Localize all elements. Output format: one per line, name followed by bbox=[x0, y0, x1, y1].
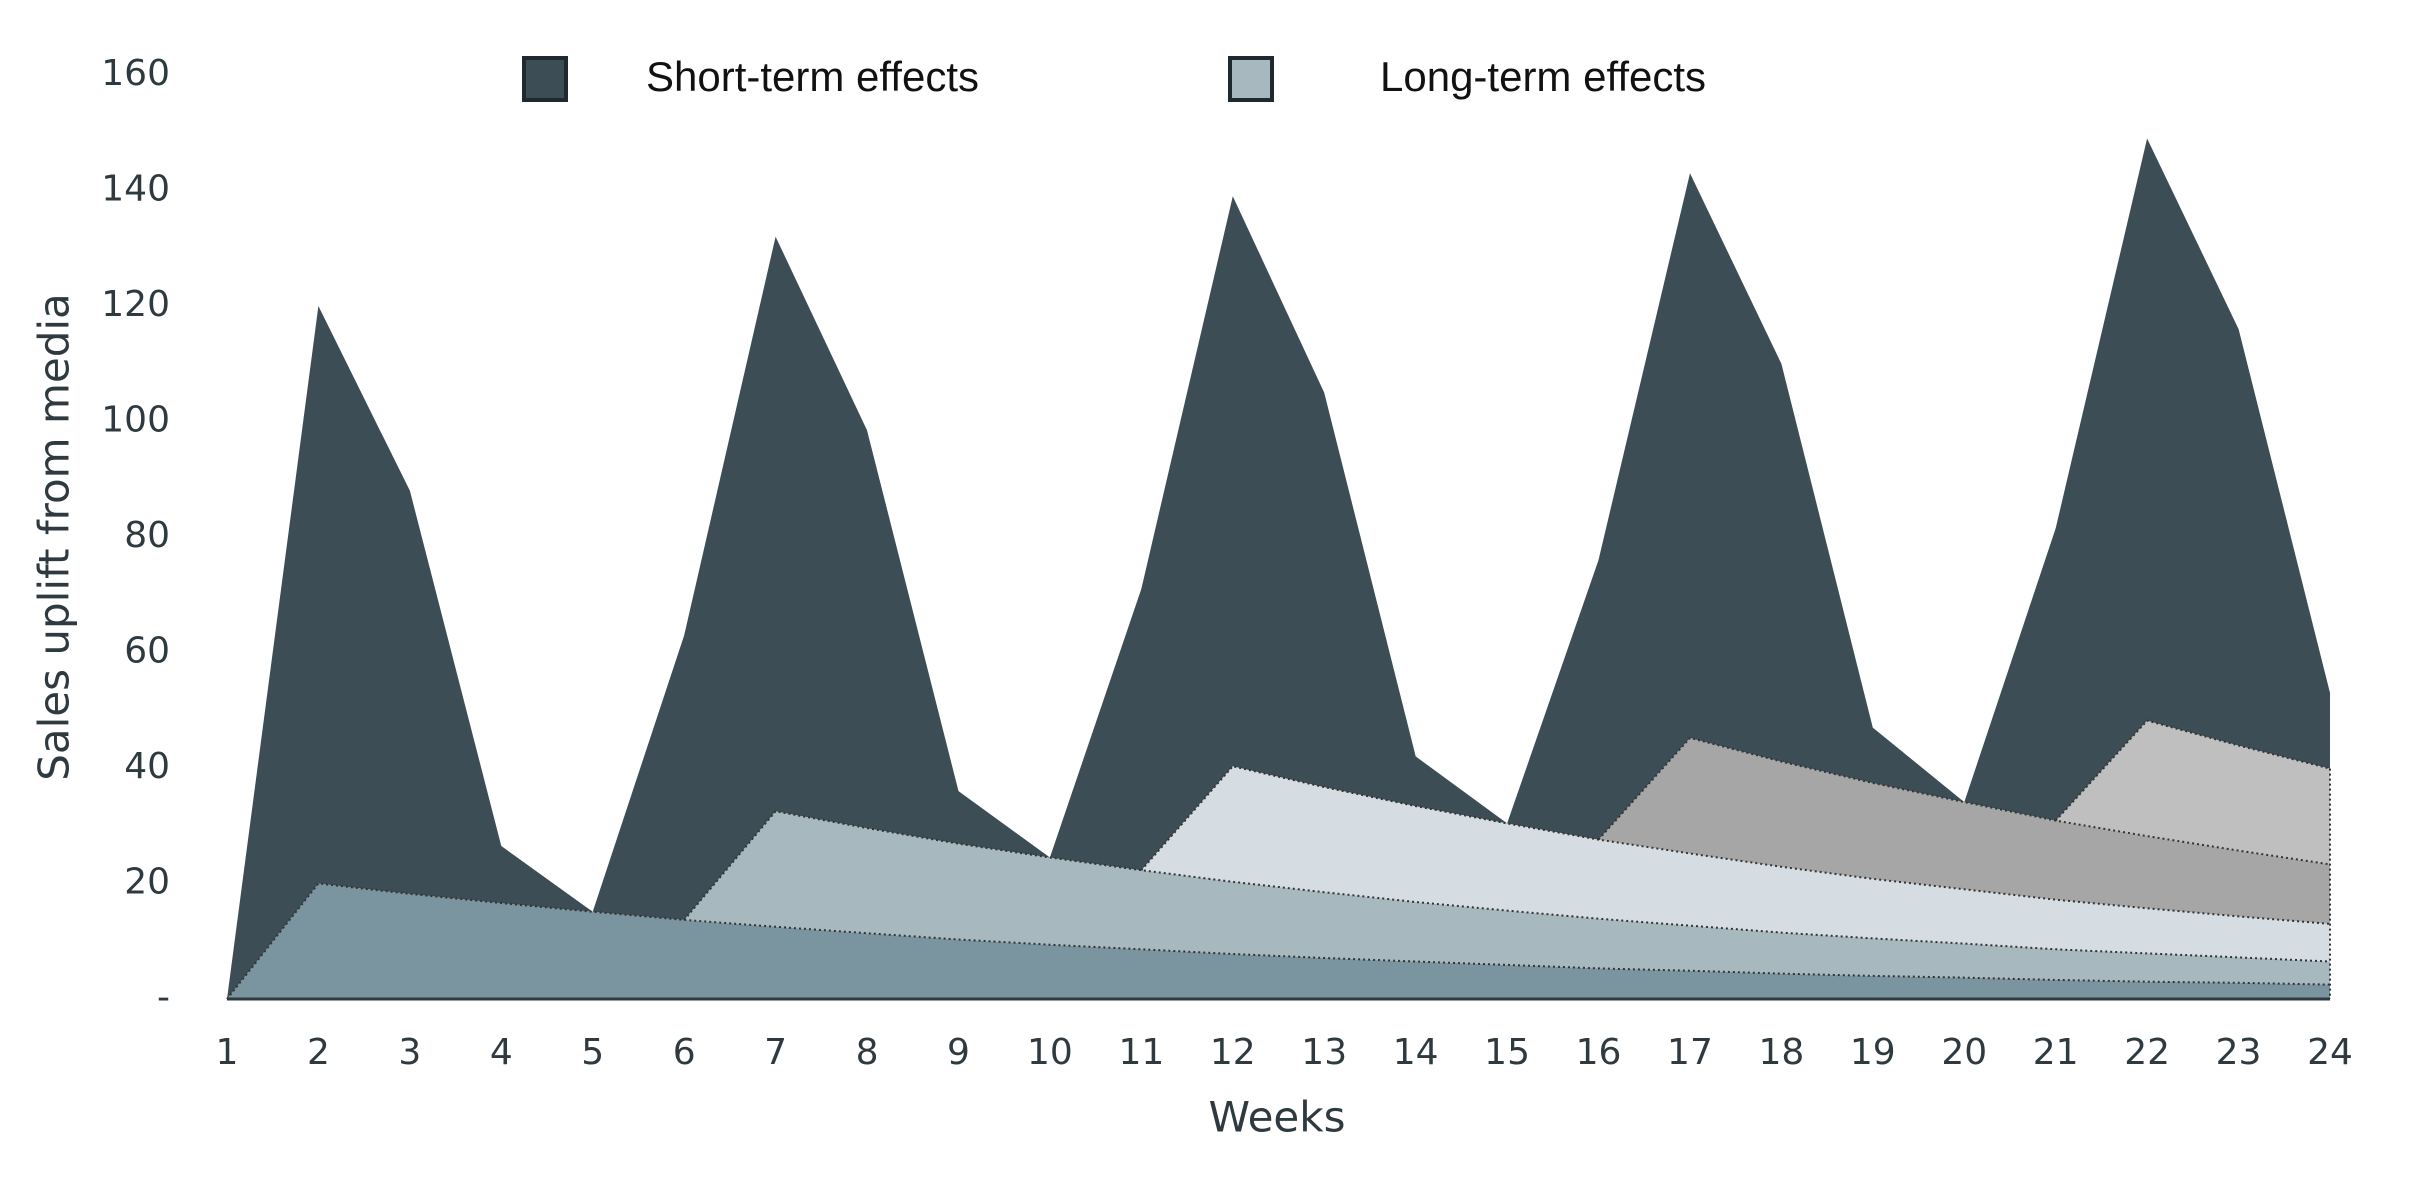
x-tick-label: 22 bbox=[2124, 1032, 2170, 1073]
area bbox=[227, 883, 2330, 999]
x-axis-title: Weeks bbox=[1209, 1093, 1346, 1142]
x-tick-label: 11 bbox=[1118, 1032, 1164, 1073]
legend-label: Long-term effects bbox=[1380, 53, 1706, 100]
x-tick-label: 5 bbox=[581, 1032, 604, 1073]
boundary bbox=[226, 882, 2331, 1000]
x-tick-label: 4 bbox=[490, 1032, 513, 1073]
legend-label: Short-term effects bbox=[646, 53, 979, 100]
y-tick-label: 160 bbox=[101, 53, 170, 94]
x-tick-label: 21 bbox=[2033, 1032, 2079, 1073]
y-tick-label: 20 bbox=[124, 862, 170, 903]
x-tick-label: 8 bbox=[856, 1032, 879, 1073]
y-tick-label: 60 bbox=[124, 631, 170, 672]
area bbox=[1598, 738, 2330, 924]
x-tick-label: 17 bbox=[1667, 1032, 1713, 1073]
y-tick-label: 140 bbox=[101, 169, 170, 210]
x-tick-label: 24 bbox=[2307, 1032, 2353, 1073]
y-tick-label: 40 bbox=[124, 746, 170, 787]
x-tick-label: 19 bbox=[1850, 1032, 1896, 1073]
area bbox=[227, 138, 2330, 999]
x-tick-label: 14 bbox=[1393, 1032, 1439, 1073]
legend-swatch bbox=[1228, 56, 1274, 102]
area bbox=[1141, 766, 2330, 962]
y-tick-label: 80 bbox=[124, 515, 170, 556]
x-tick-label: 9 bbox=[947, 1032, 970, 1073]
x-tick-label: 10 bbox=[1027, 1032, 1073, 1073]
boundary bbox=[683, 810, 2331, 963]
x-tick-label: 12 bbox=[1210, 1032, 1256, 1073]
x-tick-label: 16 bbox=[1576, 1032, 1622, 1073]
legend-swatch bbox=[522, 56, 568, 102]
x-tick-label: 15 bbox=[1484, 1032, 1530, 1073]
area bbox=[684, 811, 2331, 985]
boundary bbox=[1597, 736, 2331, 866]
x-tick-label: 23 bbox=[2216, 1032, 2262, 1073]
y-tick-label: - bbox=[157, 977, 170, 1018]
x-tick-label: 18 bbox=[1758, 1032, 1804, 1073]
y-axis-title: Sales uplift from media bbox=[30, 293, 79, 781]
area bbox=[2055, 720, 2330, 865]
boundary bbox=[1140, 765, 2331, 925]
y-tick-label: 120 bbox=[101, 284, 170, 325]
x-tick-label: 2 bbox=[307, 1032, 330, 1073]
x-tick-label: 13 bbox=[1301, 1032, 1347, 1073]
x-tick-label: 7 bbox=[764, 1032, 787, 1073]
y-tick-label: 100 bbox=[101, 400, 170, 441]
x-tick-label: 1 bbox=[216, 1032, 239, 1073]
x-tick-label: 20 bbox=[1941, 1032, 1987, 1073]
x-tick-label: 6 bbox=[673, 1032, 696, 1073]
x-tick-label: 3 bbox=[398, 1032, 421, 1073]
